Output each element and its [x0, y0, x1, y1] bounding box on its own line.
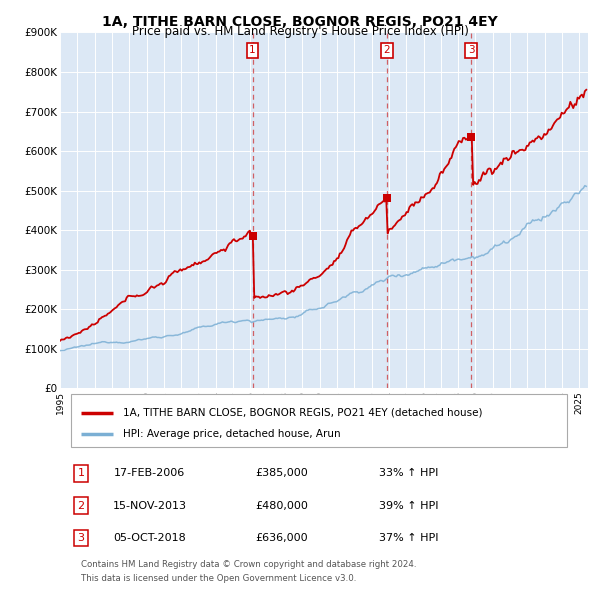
Text: 15-NOV-2013: 15-NOV-2013	[113, 501, 187, 511]
Text: 1: 1	[77, 468, 85, 478]
Text: 1A, TITHE BARN CLOSE, BOGNOR REGIS, PO21 4EY: 1A, TITHE BARN CLOSE, BOGNOR REGIS, PO21…	[102, 15, 498, 29]
Text: £480,000: £480,000	[256, 501, 308, 511]
Text: 37% ↑ HPI: 37% ↑ HPI	[379, 533, 438, 543]
Text: 1: 1	[249, 45, 256, 55]
Text: 2: 2	[77, 501, 85, 511]
Text: 05-OCT-2018: 05-OCT-2018	[113, 533, 186, 543]
Text: £385,000: £385,000	[256, 468, 308, 478]
Text: This data is licensed under the Open Government Licence v3.0.: This data is licensed under the Open Gov…	[81, 573, 356, 583]
FancyBboxPatch shape	[71, 394, 567, 447]
Text: 17-FEB-2006: 17-FEB-2006	[114, 468, 185, 478]
Text: £636,000: £636,000	[256, 533, 308, 543]
Text: 39% ↑ HPI: 39% ↑ HPI	[379, 501, 438, 511]
Text: Contains HM Land Registry data © Crown copyright and database right 2024.: Contains HM Land Registry data © Crown c…	[81, 560, 416, 569]
Text: 2: 2	[383, 45, 390, 55]
Text: HPI: Average price, detached house, Arun: HPI: Average price, detached house, Arun	[124, 430, 341, 440]
Text: 33% ↑ HPI: 33% ↑ HPI	[379, 468, 438, 478]
Text: 1A, TITHE BARN CLOSE, BOGNOR REGIS, PO21 4EY (detached house): 1A, TITHE BARN CLOSE, BOGNOR REGIS, PO21…	[124, 408, 483, 418]
Text: 3: 3	[77, 533, 85, 543]
Text: Price paid vs. HM Land Registry's House Price Index (HPI): Price paid vs. HM Land Registry's House …	[131, 25, 469, 38]
Text: 3: 3	[468, 45, 475, 55]
